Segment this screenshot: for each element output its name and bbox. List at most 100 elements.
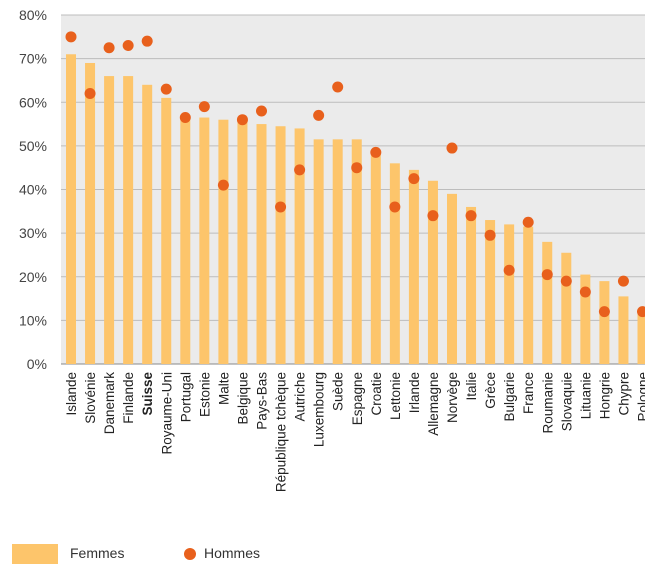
legend-swatch-hommes <box>184 548 196 560</box>
bar-femmes-belgique <box>237 119 248 364</box>
x-tick-label-finlande: Finlande <box>121 372 136 424</box>
dot-hommes-roumanie <box>541 269 553 281</box>
x-tick-label-republique-tcheque: République tchèque <box>274 372 289 492</box>
y-tick-label: 0% <box>27 356 47 372</box>
bar-femmes-croatie <box>370 152 381 364</box>
dot-hommes-danemark <box>103 42 115 54</box>
bar-femmes-hongrie <box>599 281 610 364</box>
x-tick-label-danemark: Danemark <box>102 372 117 435</box>
dot-hommes-irlande <box>408 173 420 185</box>
x-tick-label-lettonie: Lettonie <box>388 372 403 420</box>
bar-femmes-estonie <box>199 117 210 364</box>
bar-femmes-danemark <box>104 76 115 364</box>
bar-femmes-slovaquie <box>561 252 572 364</box>
x-tick-label-hongrie: Hongrie <box>597 372 612 419</box>
dot-hommes-grece <box>484 229 496 241</box>
x-tick-label-suisse: Suisse <box>140 372 155 416</box>
bar-femmes-islande <box>66 54 76 364</box>
bar-femmes-finlande <box>123 76 134 364</box>
x-tick-label-bulgarie: Bulgarie <box>502 372 517 422</box>
dot-hommes-islande <box>65 31 77 43</box>
bar-femmes-bulgarie <box>504 224 515 364</box>
dot-hommes-lituanie <box>579 286 591 298</box>
legend-label-hommes: Hommes <box>204 545 261 561</box>
dot-hommes-hongrie <box>598 306 610 318</box>
x-tick-label-royaume-uni: Royaume-Uni <box>159 372 174 455</box>
dot-hommes-norvege <box>446 142 458 154</box>
dot-hommes-finlande <box>122 40 134 52</box>
x-tick-label-espagne: Espagne <box>350 372 365 425</box>
bar-femmes-autriche <box>294 128 305 364</box>
dot-hommes-suede <box>332 81 344 93</box>
x-tick-label-lituanie: Lituanie <box>578 372 593 419</box>
bar-femmes-italie <box>466 206 477 364</box>
x-tick-label-autriche: Autriche <box>293 372 308 422</box>
bar-femmes-slovenie <box>85 62 96 365</box>
x-tick-label-france: France <box>521 372 536 414</box>
x-tick-label-croatie: Croatie <box>369 372 384 416</box>
x-tick-label-islande: Islande <box>64 372 79 416</box>
dot-hommes-malte <box>217 179 229 191</box>
bar-femmes-espagne <box>351 139 362 364</box>
bar-femmes-republique-tcheque <box>275 126 286 365</box>
legend-label-femmes: Femmes <box>70 545 125 561</box>
bar-femmes-grece <box>485 220 496 364</box>
bar-femmes-suede <box>332 139 343 364</box>
x-tick-label-chypre: Chypre <box>616 372 631 416</box>
x-tick-label-norvege: Norvège <box>445 372 460 423</box>
dot-hommes-bulgarie <box>503 264 515 276</box>
y-tick-label: 10% <box>19 312 47 328</box>
dot-hommes-lettonie <box>389 201 401 213</box>
dot-hommes-italie <box>465 210 477 222</box>
x-tick-label-slovaquie: Slovaquie <box>559 372 574 431</box>
bar-femmes-irlande <box>408 169 419 364</box>
bar-femmes-allemagne <box>427 180 438 364</box>
bar-femmes-lettonie <box>389 163 400 364</box>
bar-femmes-pologne <box>637 313 645 364</box>
y-tick-label: 80% <box>19 7 47 23</box>
x-tick-label-pays-bas: Pays-Bas <box>255 372 270 430</box>
dot-hommes-belgique <box>236 114 248 126</box>
dot-hommes-slovaquie <box>560 275 572 287</box>
dot-hommes-pays-bas <box>256 105 267 117</box>
dot-hommes-allemagne <box>427 210 439 222</box>
x-tick-label-estonie: Estonie <box>197 372 212 417</box>
dot-hommes-chypre <box>617 275 629 287</box>
x-tick-label-roumanie: Roumanie <box>540 372 555 434</box>
x-tick-label-portugal: Portugal <box>178 372 193 422</box>
dot-hommes-pologne <box>637 306 645 318</box>
x-tick-label-allemagne: Allemagne <box>426 372 441 436</box>
bar-femmes-lituanie <box>580 274 591 364</box>
y-tick-label: 50% <box>19 138 47 154</box>
y-tick-label: 70% <box>19 51 47 67</box>
bar-femmes-chypre <box>618 296 629 364</box>
y-tick-label: 60% <box>19 94 47 110</box>
bar-femmes-france <box>523 226 534 364</box>
dot-hommes-suisse <box>141 35 153 47</box>
x-tick-label-pologne: Pologne <box>636 372 645 422</box>
x-tick-label-irlande: Irlande <box>407 372 422 413</box>
dot-hommes-republique-tcheque <box>275 201 287 213</box>
x-tick-label-slovenie: Slovénie <box>83 372 98 424</box>
dot-hommes-espagne <box>351 162 363 174</box>
x-tick-label-grece: Grèce <box>483 372 498 409</box>
legend-swatch-femmes <box>12 544 58 564</box>
bar-femmes-pays-bas <box>256 124 267 364</box>
bar-femmes-suisse <box>142 84 153 365</box>
y-tick-label: 30% <box>19 225 47 241</box>
dot-hommes-slovenie <box>84 88 96 100</box>
dot-hommes-estonie <box>198 101 210 113</box>
x-tick-label-italie: Italie <box>464 372 479 401</box>
dot-hommes-portugal <box>179 112 191 124</box>
bar-femmes-royaume-uni <box>161 97 172 364</box>
dot-hommes-france <box>522 216 534 228</box>
dot-hommes-croatie <box>370 146 382 158</box>
bar-femmes-portugal <box>180 115 191 365</box>
y-tick-label: 40% <box>19 182 47 198</box>
dot-hommes-royaume-uni <box>160 83 172 95</box>
bar-femmes-norvege <box>447 193 457 364</box>
x-tick-label-belgique: Belgique <box>235 372 250 425</box>
dot-hommes-autriche <box>294 164 306 176</box>
bar-femmes-luxembourg <box>313 139 324 364</box>
bar-femmes-roumanie <box>542 241 553 364</box>
